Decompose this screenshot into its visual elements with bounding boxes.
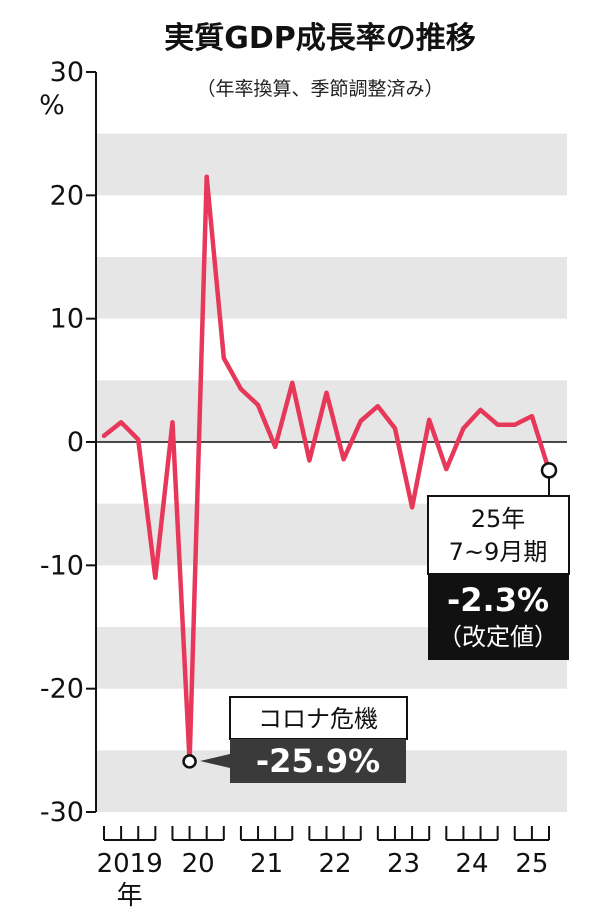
y-axis-unit: % [39, 90, 65, 121]
x-year-label: 22 [319, 849, 352, 879]
marker-latest [540, 462, 558, 479]
y-tick-label: -10 [40, 550, 84, 581]
axes [86, 71, 567, 813]
callout-latest-value-box [428, 574, 569, 660]
callout-latest-period-quarter: 7~9月期 [449, 538, 548, 566]
x-year-label: 25 [515, 849, 548, 879]
x-year-label: 20 [182, 849, 215, 879]
chart-subtitle: （年率換算、季節調整済み） [196, 78, 443, 100]
x-year-label: 24 [455, 849, 488, 879]
callout-latest-value: -2.3% [447, 581, 549, 619]
callout-latest-period-year: 25年 [471, 505, 526, 533]
callout-covid-value: -25.9% [256, 742, 380, 780]
y-tick-label: -30 [40, 797, 84, 828]
y-tick-label: 20 [50, 180, 84, 211]
callout-covid-label: コロナ危機 [258, 705, 378, 733]
marker-covid [182, 754, 197, 769]
callout-covid-value-box [200, 739, 406, 783]
y-tick-label: 0 [67, 427, 84, 458]
series-line [101, 174, 552, 764]
series-layer [101, 174, 552, 764]
grid-band [96, 257, 567, 319]
x-year-label: 21 [250, 849, 283, 879]
chart-title: 実質GDP成長率の推移 [164, 21, 476, 56]
y-tick-label: 10 [50, 304, 84, 335]
callout-covid-label-box [229, 696, 408, 740]
y-tick-label: -20 [40, 674, 84, 705]
x-year-suffix: 年 [117, 881, 143, 911]
annotations: コロナ危機 -25.9% 25年 7~9月期 -2.3% （改定値） [182, 462, 570, 783]
y-tick-label: 30 [50, 57, 84, 88]
x-year-label: 23 [387, 849, 420, 879]
y-tick-labels: 30 20 10 0 -10 -20 -30 [40, 57, 84, 828]
x-year-label: 2019 [97, 849, 163, 879]
callout-latest-label-box [427, 495, 570, 575]
callout-latest-note: （改定値） [438, 623, 558, 651]
grid-band [96, 133, 567, 196]
